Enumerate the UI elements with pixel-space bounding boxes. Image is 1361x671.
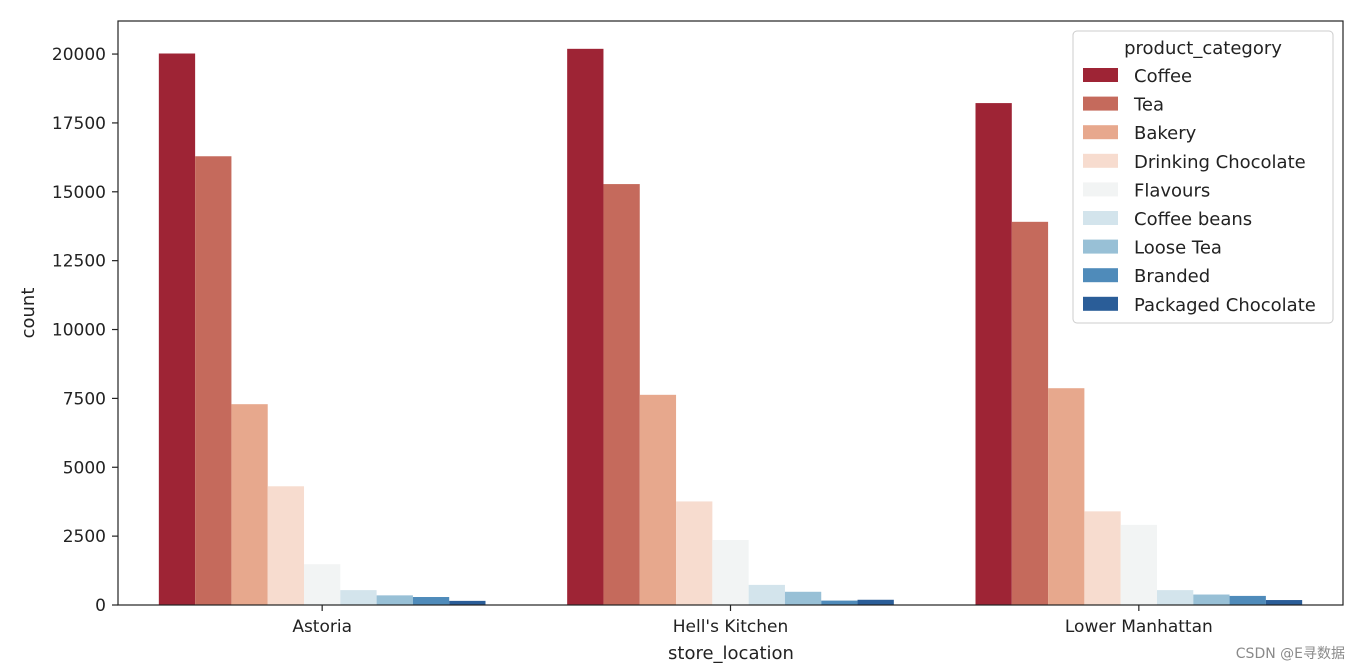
legend-title: product_category <box>1124 38 1282 59</box>
bar <box>603 184 640 606</box>
legend-label: Coffee <box>1134 66 1192 87</box>
x-tick-label: Lower Manhattan <box>1065 617 1213 637</box>
y-tick-label: 2500 <box>63 527 106 547</box>
bar <box>304 564 341 605</box>
y-axis: 0 2500 5000 7500 10000 12500 15000 17500 20000 <box>52 45 118 616</box>
bar <box>376 595 413 605</box>
legend-swatch <box>1083 68 1118 82</box>
bar <box>231 404 268 605</box>
legend-swatch <box>1083 182 1118 197</box>
bar <box>158 53 196 605</box>
x-tick-label: Hell's Kitchen <box>673 617 789 637</box>
y-tick-label: 0 <box>95 596 106 616</box>
bar <box>1156 590 1194 605</box>
legend-label: Branded <box>1134 266 1210 287</box>
bar <box>639 394 677 605</box>
y-tick-label: 12500 <box>52 252 106 272</box>
legend-swatch <box>1083 211 1118 225</box>
y-tick-label: 17500 <box>52 114 106 134</box>
bar <box>975 103 1012 605</box>
legend-label: Tea <box>1133 95 1164 116</box>
legend-label: Bakery <box>1134 123 1197 144</box>
legend-swatch <box>1083 268 1118 283</box>
bar <box>784 591 822 605</box>
bars-group <box>158 48 1303 606</box>
bar <box>712 539 749 605</box>
watermark-text: CSDN @E寻数据 <box>1235 646 1345 662</box>
bar <box>1048 388 1085 605</box>
bar <box>821 600 858 605</box>
bar <box>567 48 604 606</box>
plot-frame <box>117 20 1344 606</box>
bar <box>340 590 377 605</box>
bar <box>857 599 894 605</box>
bar <box>676 501 713 605</box>
legend-label: Coffee beans <box>1134 209 1252 230</box>
bar <box>1229 595 1266 605</box>
x-axis: Astoria Hell's Kitchen Lower Manhattan <box>292 605 1213 637</box>
legend-swatch <box>1083 125 1118 140</box>
y-axis-label: count <box>18 288 39 339</box>
legend-label: Drinking Chocolate <box>1134 152 1306 173</box>
legend-swatch <box>1083 296 1118 311</box>
y-tick-label: 7500 <box>63 389 106 409</box>
bar <box>412 597 450 605</box>
legend-swatch <box>1083 239 1118 254</box>
bar <box>748 584 785 605</box>
y-tick-label: 20000 <box>52 45 106 65</box>
bar <box>1265 600 1303 605</box>
y-tick-label: 5000 <box>63 458 106 478</box>
legend-frame <box>1072 30 1334 324</box>
x-tick-label: Astoria <box>292 617 352 637</box>
legend-label: Packaged Chocolate <box>1134 295 1316 316</box>
x-axis-label: store_location <box>668 643 794 664</box>
bar <box>1193 594 1230 605</box>
legend-swatch <box>1083 96 1118 111</box>
legend: product_category Coffee Tea Bakery Drinking… <box>1072 30 1334 324</box>
bar <box>1084 511 1121 605</box>
y-tick-label: 10000 <box>52 321 106 341</box>
bar <box>449 600 486 605</box>
legend-label: Loose Tea <box>1134 238 1222 259</box>
bar <box>267 486 305 605</box>
bar <box>1120 524 1157 605</box>
bar <box>195 156 232 606</box>
legend-swatch <box>1083 153 1118 168</box>
bar <box>1011 221 1049 606</box>
y-tick-label: 15000 <box>52 183 106 203</box>
legend-label: Flavours <box>1134 180 1210 201</box>
legend-items: Coffee Tea Bakery Drinking Chocolate Flavour… <box>1083 66 1316 316</box>
